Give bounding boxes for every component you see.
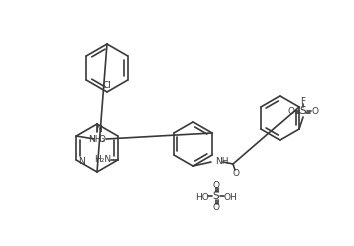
- Text: S: S: [300, 106, 306, 116]
- Text: S: S: [213, 191, 219, 201]
- Text: NH₂: NH₂: [88, 135, 105, 143]
- Text: H₂N: H₂N: [94, 155, 111, 165]
- Text: O: O: [212, 181, 219, 189]
- Text: F: F: [301, 96, 306, 106]
- Text: N: N: [95, 124, 101, 134]
- Text: O: O: [233, 169, 240, 178]
- Text: O: O: [287, 107, 295, 116]
- Text: HO: HO: [195, 194, 209, 202]
- Text: O: O: [212, 202, 219, 212]
- Text: OH: OH: [223, 194, 237, 202]
- Text: Cl: Cl: [103, 80, 112, 90]
- Text: N: N: [78, 156, 85, 166]
- Text: O: O: [99, 135, 106, 143]
- Text: O: O: [312, 107, 319, 116]
- Text: NH: NH: [215, 157, 228, 167]
